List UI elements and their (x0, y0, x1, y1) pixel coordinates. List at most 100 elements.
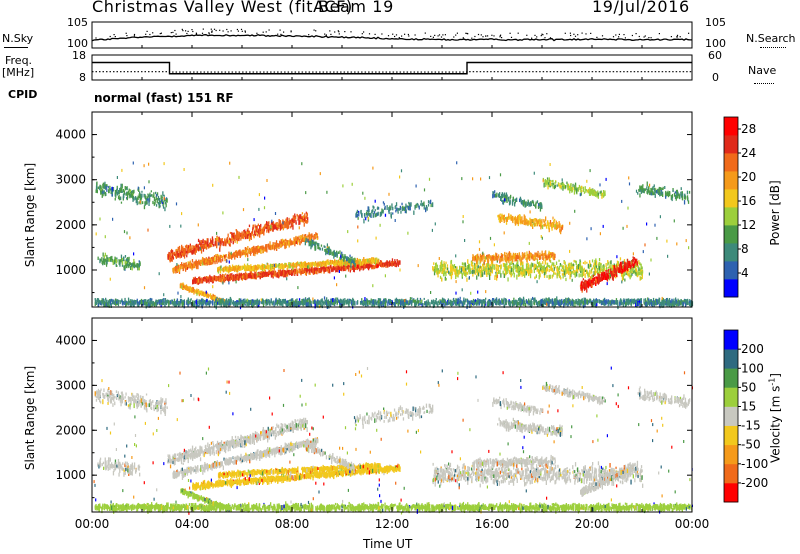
power-cell (539, 272, 541, 278)
power-cell (198, 247, 200, 251)
power-cell (170, 257, 172, 262)
power-cell (328, 246, 330, 250)
power-cell (448, 270, 450, 274)
power-cell (288, 242, 290, 248)
power-cell (189, 246, 191, 249)
power-cell (324, 262, 326, 266)
power-cell (236, 241, 238, 244)
power-cell (444, 264, 446, 269)
nsearch-point (195, 33, 198, 35)
power-cell (191, 264, 194, 268)
power-cell (254, 271, 256, 275)
power-cell (351, 256, 353, 259)
power-cell (496, 268, 498, 273)
power-cell (268, 226, 270, 232)
power-cell (580, 273, 582, 277)
power-cell (454, 266, 457, 269)
power-cell (603, 267, 605, 271)
power-cell (124, 255, 127, 258)
power-cell (371, 259, 373, 263)
power-cell (502, 270, 504, 275)
power-cell (283, 271, 285, 275)
power-cell (185, 284, 188, 288)
power-cell (105, 185, 107, 189)
nsearch-point (394, 35, 396, 38)
power-cell (284, 241, 286, 246)
power-cell (534, 257, 536, 261)
power-cell (177, 246, 179, 251)
power-cell (253, 265, 255, 271)
power-cell (537, 221, 539, 227)
power-cell (575, 271, 577, 275)
power-cell (109, 188, 111, 191)
power-cell (573, 270, 575, 273)
nsearch-point (222, 30, 224, 32)
power-cell (472, 262, 474, 265)
power-cell (120, 254, 123, 259)
power-cell (623, 273, 626, 277)
power-cell (125, 186, 127, 190)
power-cell (133, 197, 135, 201)
power-cell (167, 254, 169, 258)
power-cell (553, 220, 555, 224)
power-cell (598, 266, 601, 271)
power-cell (274, 263, 276, 268)
nsearch-point (644, 35, 646, 37)
power-cell (310, 270, 313, 272)
power-cell (292, 265, 294, 271)
power-cell (433, 266, 436, 271)
power-cell (548, 250, 550, 255)
power-cell (503, 263, 506, 268)
power-cell (180, 249, 183, 254)
power-cell (526, 219, 528, 223)
power-cell (395, 262, 397, 268)
power-cell (195, 264, 197, 269)
power-cell (126, 194, 129, 197)
power-cell (495, 256, 497, 261)
power-cell (546, 255, 548, 261)
power-cell (254, 251, 256, 257)
power-cell (505, 266, 508, 271)
power-cell (253, 265, 255, 268)
power-cell (266, 229, 268, 233)
power-cell (115, 257, 117, 262)
power-cell (250, 248, 252, 251)
power-cell (634, 269, 636, 275)
power-cell (228, 242, 231, 247)
power-cell (334, 251, 336, 256)
nsearch-point (244, 30, 246, 32)
power-cell (111, 186, 113, 192)
power-cell (209, 245, 211, 248)
power-cell (594, 259, 596, 264)
power-cell (468, 265, 470, 270)
power-cell (513, 254, 515, 257)
power-cell (267, 221, 269, 227)
power-cell (217, 269, 220, 274)
power-cell (397, 207, 399, 213)
power-cell (298, 269, 300, 274)
power-cell (508, 269, 511, 275)
power-cell (471, 261, 473, 267)
power-cell (150, 194, 152, 197)
power-cell (508, 255, 510, 260)
power-cell (257, 265, 259, 270)
power-cell (518, 216, 520, 222)
nsearch-point (590, 32, 592, 34)
power-cell (314, 242, 316, 246)
power-cell (228, 274, 230, 278)
power-cell (397, 211, 399, 214)
power-cell (293, 240, 295, 244)
power-cell (247, 265, 249, 269)
power-cell (232, 235, 234, 241)
power-cell (220, 241, 222, 245)
power-cell (103, 184, 106, 189)
power-cell (230, 274, 232, 278)
power-cell (261, 265, 264, 267)
power-cell (441, 267, 444, 273)
power-cell (158, 202, 161, 206)
power-cell (185, 251, 187, 254)
power-cell (336, 252, 338, 256)
power-cell (433, 270, 436, 276)
nsearch-point (187, 30, 189, 32)
power-cell (472, 264, 474, 268)
